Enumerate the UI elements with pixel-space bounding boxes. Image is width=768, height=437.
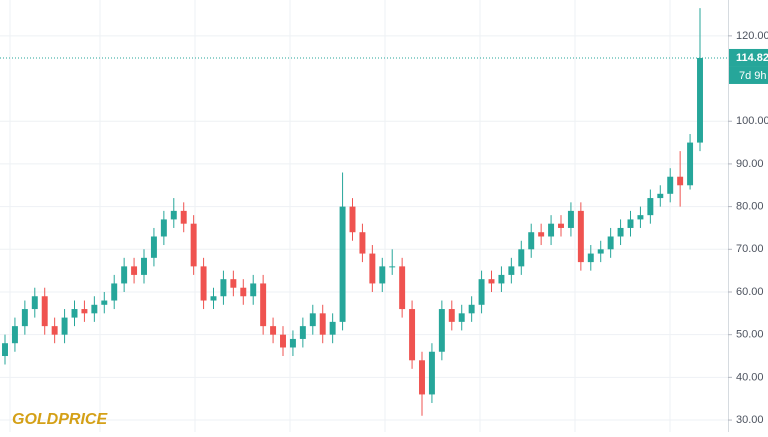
candle-body (21, 309, 28, 327)
candle-body (339, 206, 346, 322)
candle-body (71, 309, 78, 318)
candle-body (220, 279, 227, 297)
candle-body (121, 266, 128, 284)
candle-body (697, 57, 703, 143)
countdown: 7d 9h (739, 70, 767, 82)
y-tick-label: 100.00 (736, 115, 768, 127)
candle-body (190, 223, 197, 267)
candle-body (558, 223, 564, 228)
candle-body (687, 142, 694, 186)
candle-body (597, 249, 604, 254)
candle-body (131, 266, 138, 275)
candle-body (488, 279, 495, 284)
candle-body (677, 176, 684, 186)
candle-body (389, 266, 396, 268)
candle-body (498, 274, 505, 284)
candle-body (409, 309, 416, 361)
candle-body (250, 283, 257, 297)
logo: GOLDPRICE (12, 411, 108, 428)
price-label: 114.82 (736, 52, 768, 64)
candle-body (627, 219, 634, 228)
candle-body (617, 227, 624, 237)
candle-body (260, 283, 267, 327)
candle-body (607, 236, 614, 250)
candle-body (101, 300, 108, 305)
candle-body (538, 232, 545, 237)
candle-body (230, 279, 237, 288)
candle-body (349, 206, 356, 233)
candle-body (210, 296, 217, 301)
candle-body (329, 321, 336, 335)
price-label-box (729, 48, 768, 67)
candle-body (468, 304, 475, 314)
candle-body (438, 309, 445, 352)
candle-body (379, 266, 386, 284)
candle-body (141, 257, 147, 275)
candle-body (280, 334, 286, 348)
y-tick-label: 70.00 (736, 243, 764, 255)
candle-body (567, 210, 574, 228)
candle-body (91, 304, 98, 314)
candle-body (448, 309, 455, 322)
candle-body (478, 279, 485, 305)
candle-body (2, 343, 8, 357)
candle-body (369, 253, 376, 284)
candle-body (111, 283, 118, 301)
candle-body (11, 326, 18, 344)
candle-body (41, 296, 48, 327)
candle-body (508, 266, 515, 275)
candle-body (319, 313, 326, 335)
candle-body (548, 223, 555, 237)
candle-body (180, 210, 187, 224)
y-tick-label: 120.00 (736, 30, 768, 42)
candle-body (637, 215, 644, 220)
candle-body (170, 210, 177, 220)
candle-body (577, 210, 584, 263)
candle-body (309, 313, 316, 327)
y-tick-label: 60.00 (736, 286, 764, 298)
candle-body (647, 198, 654, 216)
candle-body (657, 193, 664, 199)
candle-body (528, 232, 535, 250)
candle-body (51, 326, 58, 335)
candle-body (160, 219, 167, 237)
candle-body (458, 313, 465, 322)
countdown-box (729, 66, 768, 84)
candle-body (419, 360, 425, 395)
y-tick-label: 90.00 (736, 158, 764, 170)
y-tick-label: 30.00 (736, 414, 764, 426)
y-tick-label: 40.00 (736, 371, 764, 383)
candle-body (81, 309, 88, 314)
candle-body (61, 317, 68, 335)
candle-body (31, 296, 38, 310)
candle-body (299, 326, 306, 339)
y-tick-label: 80.00 (736, 201, 764, 213)
candle-body (270, 326, 277, 335)
candle-body (289, 338, 296, 348)
candle-body (518, 249, 525, 267)
candle-body (240, 287, 247, 297)
candle-body (359, 232, 366, 254)
candle-body (399, 266, 406, 310)
candle-body (667, 176, 674, 194)
candle-body (150, 236, 157, 258)
candle-body (428, 351, 435, 395)
candle-body (200, 266, 207, 301)
y-tick-label: 50.00 (736, 329, 764, 341)
candle-body (587, 253, 594, 263)
